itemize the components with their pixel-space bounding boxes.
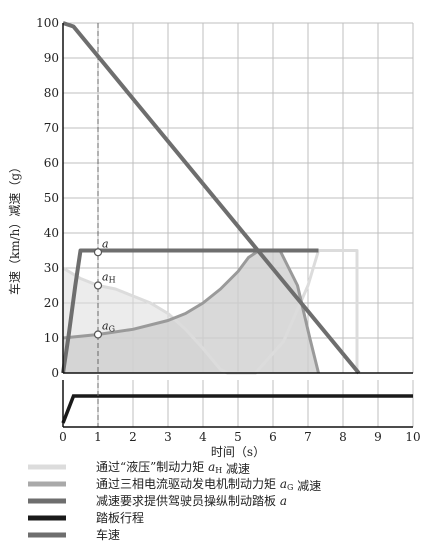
y-tick-label: 50 [44, 191, 59, 205]
y-tick-label: 100 [36, 16, 59, 30]
x-tick-label: 1 [94, 430, 102, 444]
x-tick-label: 7 [304, 430, 312, 444]
legend-label-4: 车速 [96, 527, 120, 542]
y-tick-label: 20 [44, 296, 59, 310]
legend-label-2: 减速要求提供驾驶员操纵制动踏板 a [96, 493, 287, 508]
y-tick-label: 40 [44, 226, 59, 240]
x-tick-label: 4 [199, 430, 207, 444]
x-tick-label: 5 [234, 430, 242, 444]
point-marker-1 [93, 281, 103, 290]
point-label-2: aG [102, 320, 115, 334]
y-tick-label: 60 [44, 156, 59, 170]
y-tick-label: 70 [44, 121, 59, 135]
axis-layer: 0 10 20 30 40 50 60 70 80 90 100 0 1 2 3 4 5 6 7 8 9 10 时间（s） 车… [7, 16, 421, 459]
x-tick-label: 6 [269, 430, 277, 444]
series-0-line [62, 249, 359, 375]
series-4-line [62, 21, 361, 375]
y-axis-title: 车速（km/h）减速（g） [7, 161, 22, 295]
point-label-1: aH [102, 271, 116, 285]
x-tick-label: 2 [129, 430, 137, 444]
y-tick-label: 0 [51, 366, 59, 380]
x-tick-label: 0 [59, 430, 67, 444]
y-tick-label: 90 [44, 51, 59, 65]
x-axis-title: 时间（s） [211, 445, 265, 459]
y-tick-label: 10 [44, 331, 59, 345]
y-tick-label: 30 [44, 261, 59, 275]
series-1-line [62, 249, 320, 374]
legend-label-3: 踏板行程 [96, 510, 144, 525]
point-marker-0 [93, 248, 103, 257]
annotation-layer: a aH aG [93, 237, 116, 339]
line-layer [61, 21, 413, 427]
legend-label-1: 通过三相电流驱动发电机制动力矩 aG 减速 [96, 476, 321, 493]
series-3-line [61, 394, 413, 424]
legend-label-0: 通过“液压”制动力矩 aH 减速 [96, 459, 250, 476]
x-tick-label: 3 [164, 430, 172, 444]
y-tick-label: 80 [44, 86, 59, 100]
x-tick-label: 10 [405, 430, 420, 444]
x-tick-label: 8 [339, 430, 347, 444]
x-tick-label: 9 [374, 430, 382, 444]
series-2-line [61, 248, 319, 374]
point-label-0: a [102, 237, 109, 250]
point-marker-2 [93, 330, 103, 339]
